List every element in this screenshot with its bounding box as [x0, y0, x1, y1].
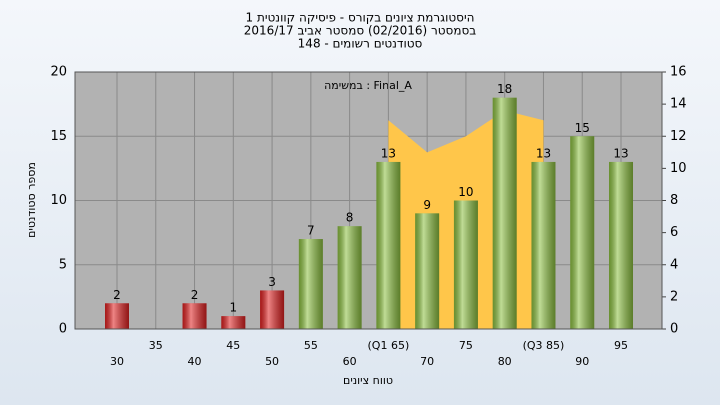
- annotation: במשימה : Final_A: [324, 79, 412, 92]
- data-label: 13: [381, 146, 396, 160]
- bar-shade: [376, 161, 401, 329]
- x-tick-label: 70: [420, 355, 434, 368]
- data-label: 1: [229, 301, 237, 315]
- data-label: 3: [268, 275, 276, 289]
- bar-shade: [453, 200, 478, 329]
- y2-tick-label: 8: [670, 193, 678, 208]
- bar-shade: [492, 97, 517, 329]
- data-label: 7: [307, 224, 315, 238]
- bar-shade: [182, 303, 207, 329]
- x-tick-label: 80: [498, 355, 512, 368]
- y-tick-label: 10: [50, 193, 67, 208]
- y-tick-label: 15: [50, 129, 67, 144]
- x-axis-label: טווח ציונים: [343, 374, 393, 387]
- data-label: 9: [423, 198, 431, 212]
- y-axis-label: מספר סטודנטים: [25, 162, 38, 238]
- y2-tick-label: 0: [670, 322, 678, 337]
- bar-shade: [415, 213, 440, 329]
- data-label: 15: [575, 121, 590, 135]
- bar-shade: [298, 239, 323, 329]
- x-tick-label: 40: [188, 355, 202, 368]
- y2-tick-label: 16: [670, 65, 687, 80]
- plot-border: [74, 71, 663, 330]
- bar-shade: [337, 226, 362, 329]
- x-tick-label: (Q3 85): [523, 339, 565, 352]
- x-tick-label: 95: [614, 339, 628, 352]
- title: היסטוגרמת ציונים בקורס - פיסיקה קוונטית …: [246, 11, 475, 25]
- y2-tick-label: 2: [670, 289, 678, 304]
- y-tick-label: 5: [59, 257, 67, 272]
- x-tick-label: 35: [149, 339, 163, 352]
- x-tick-label: 60: [343, 355, 357, 368]
- bar-shade: [570, 136, 595, 329]
- x-tick-label: 50: [265, 355, 279, 368]
- subtitle: סטודנטים רשומים - 148: [298, 37, 423, 51]
- y-tick-label: 0: [59, 322, 67, 337]
- x-tick-label: 55: [304, 339, 318, 352]
- data-label: 10: [458, 185, 473, 199]
- bar-shade: [260, 290, 285, 329]
- data-label: 8: [346, 211, 354, 225]
- x-tick-label: 30: [110, 355, 124, 368]
- subtitle: בסמסטר (02/2016) סמסטר אביב 2016/17: [244, 24, 476, 38]
- data-label: 2: [113, 288, 121, 302]
- bar-shade: [609, 161, 633, 329]
- bar-shade: [221, 316, 246, 329]
- bar-shade: [105, 303, 129, 329]
- data-label: 18: [497, 82, 512, 96]
- x-tick-label: 90: [575, 355, 589, 368]
- y2-tick-label: 12: [670, 129, 687, 144]
- y2-tick-label: 14: [670, 97, 687, 112]
- x-tick-label: 75: [459, 339, 473, 352]
- y2-tick-label: 4: [670, 257, 678, 272]
- y2-tick-label: 10: [670, 161, 687, 176]
- bar-shade: [531, 161, 556, 329]
- data-label: 2: [191, 288, 199, 302]
- y-tick-label: 20: [50, 65, 67, 80]
- y2-tick-label: 6: [670, 225, 678, 240]
- x-tick-label: (Q1 65): [368, 339, 410, 352]
- x-tick-label: 45: [226, 339, 240, 352]
- data-label: 13: [536, 146, 551, 160]
- data-label: 13: [613, 146, 628, 160]
